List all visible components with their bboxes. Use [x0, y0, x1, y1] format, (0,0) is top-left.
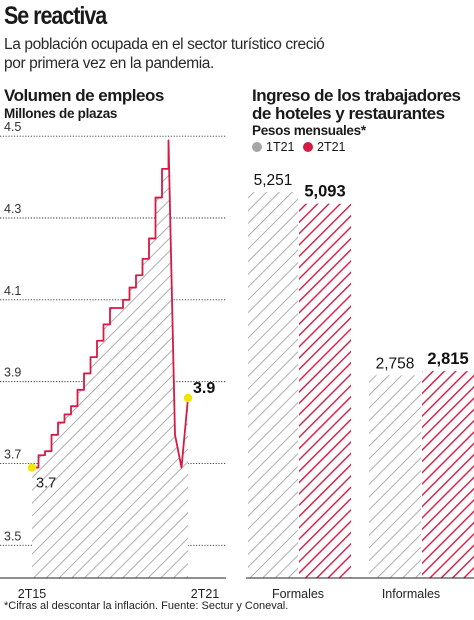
bar-chart-subtitle: Pesos mensuales*	[252, 123, 366, 138]
subtitle-line-1: La población ocupada en el sector turíst…	[4, 36, 325, 53]
y-tick-label: 3.5	[4, 529, 21, 543]
x-tick-label: 2T21	[191, 587, 220, 601]
data-label: 2,815	[427, 350, 468, 368]
line-chart-title: Volumen de empleos	[4, 86, 164, 105]
line-chart-subtitle: Millones de plazas	[4, 106, 118, 121]
legend-label-2t21: 2T21	[317, 140, 346, 154]
y-tick-label: 4.5	[4, 120, 21, 134]
legend-item-2t21: 2T21	[303, 140, 346, 154]
legend-swatch-gray	[252, 142, 262, 152]
y-tick-label: 3.9	[4, 366, 21, 380]
employment-area	[32, 140, 188, 579]
category-label: Informales	[382, 587, 440, 601]
y-tick-label: 4.1	[4, 284, 21, 298]
bar-informales-1t21	[369, 375, 421, 578]
footnote: *Cifras al descontar la inflación. Fuent…	[4, 600, 289, 612]
bar-chart: 5,251 5,093 Formales 2,758 2,815 Informales	[246, 172, 474, 601]
bar-formales-2t21	[299, 203, 351, 579]
start-point-label: 3.7	[36, 476, 56, 492]
y-tick-label: 3.7	[4, 447, 21, 461]
bar-formales-1t21	[248, 192, 298, 578]
employment-line	[32, 139, 189, 469]
legend-swatch-red	[303, 142, 313, 152]
subtitle-line-2: por primera vez en la pandemia.	[4, 55, 214, 72]
bar-informales-2t21	[422, 371, 474, 578]
line-chart: 3.5 3.7 3.9 4.1 4.3 4.5 3.7 3.9 2T15 2T21	[0, 120, 226, 601]
data-label: 5,093	[304, 183, 345, 201]
category-label: Formales	[272, 587, 324, 601]
data-label: 2,758	[376, 355, 415, 372]
y-tick-label: 4.3	[4, 202, 21, 216]
end-point-label: 3.9	[193, 380, 215, 397]
x-tick-label: 2T15	[18, 587, 47, 601]
legend-item-1t21: 1T21	[252, 140, 295, 154]
data-label: 5,251	[254, 172, 293, 189]
bar-chart-title-line-2: de hoteles y restaurantes	[252, 104, 445, 123]
legend-label-1t21: 1T21	[266, 140, 295, 154]
bar-chart-title-line-1: Ingreso de los trabajadores	[252, 86, 461, 105]
end-point-marker	[183, 393, 193, 403]
start-point-marker	[27, 463, 37, 472]
chart-title: Se reactiva	[4, 2, 107, 30]
